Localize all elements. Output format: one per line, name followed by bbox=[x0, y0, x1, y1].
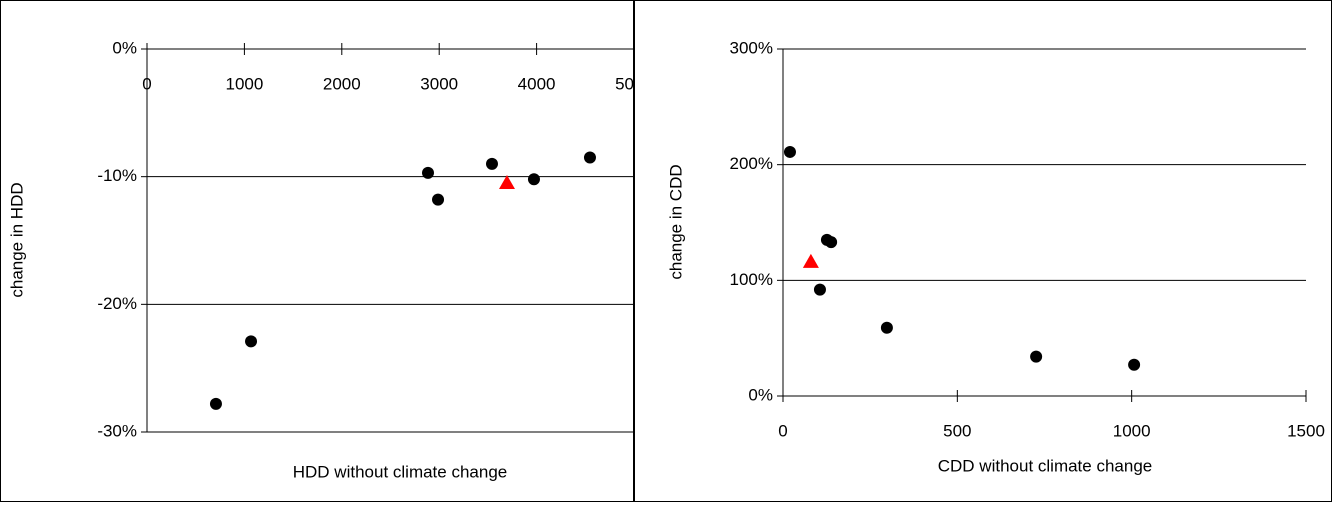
y-tick-label: 100% bbox=[730, 270, 773, 289]
x-tick-label: 2000 bbox=[323, 74, 361, 93]
x-axis-title: CDD without climate change bbox=[938, 456, 1152, 475]
x-tick-label: 5000 bbox=[615, 74, 653, 93]
x-tick-label: 3000 bbox=[420, 74, 458, 93]
point bbox=[802, 253, 819, 268]
panel: 0% -10% -20% -30% 0 1000 2000 3000 4000 5000 HDD w… bbox=[0, 0, 653, 502]
point bbox=[498, 175, 515, 190]
panel-frame bbox=[0, 0, 634, 502]
x-tick-label: 0 bbox=[778, 421, 787, 440]
point bbox=[421, 166, 434, 179]
point bbox=[583, 151, 596, 164]
x-tick-label: 1500 bbox=[1287, 421, 1325, 440]
point bbox=[783, 145, 796, 158]
point bbox=[527, 173, 540, 186]
point bbox=[1030, 350, 1043, 363]
point bbox=[209, 397, 222, 410]
point bbox=[825, 236, 838, 249]
y-tick-label: 0% bbox=[112, 38, 137, 57]
panel-frame bbox=[634, 0, 1332, 502]
point bbox=[485, 157, 498, 170]
y-tick-label: -30% bbox=[97, 421, 137, 440]
x-tick-label: 500 bbox=[943, 421, 971, 440]
point bbox=[1128, 358, 1141, 371]
x-tick-label: 1000 bbox=[225, 74, 263, 93]
point bbox=[880, 321, 893, 334]
point bbox=[432, 193, 445, 206]
panel: 0% 100% 200% 300% 0 500 1000 1500 CDD without cl… bbox=[634, 0, 1332, 502]
y-axis-title: change in HDD bbox=[7, 182, 26, 297]
y-tick-label: 0% bbox=[748, 385, 773, 404]
x-tick-label: 0 bbox=[142, 74, 151, 93]
point bbox=[245, 335, 258, 348]
x-axis-title: HDD without climate change bbox=[293, 462, 507, 481]
y-tick-label: 200% bbox=[730, 154, 773, 173]
y-tick-label: -10% bbox=[97, 166, 137, 185]
x-tick-label: 1000 bbox=[1113, 421, 1151, 440]
y-axis-title: change in CDD bbox=[666, 164, 685, 279]
x-tick-label: 4000 bbox=[518, 74, 556, 93]
y-tick-label: 300% bbox=[730, 38, 773, 57]
y-tick-label: -20% bbox=[97, 294, 137, 313]
point bbox=[813, 283, 826, 296]
